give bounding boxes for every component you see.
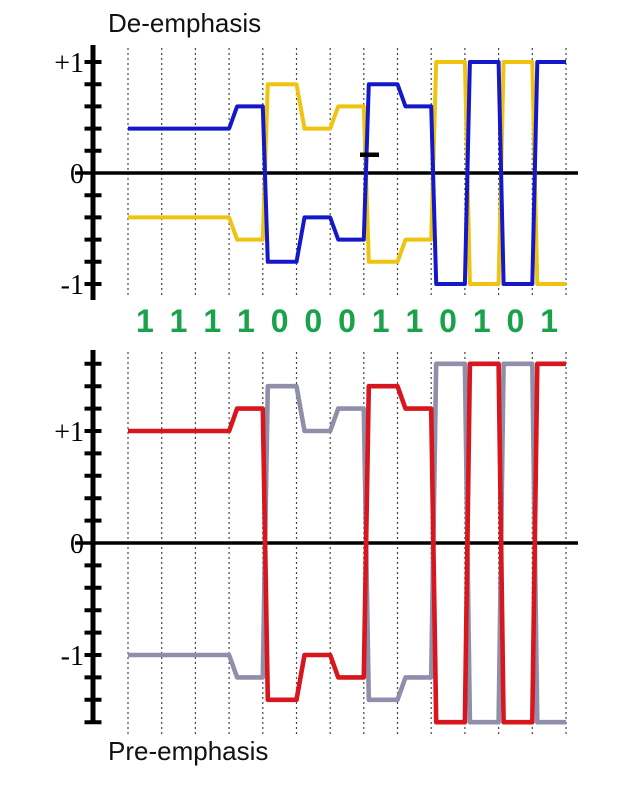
bit-label: 0: [506, 303, 525, 339]
bit-label: 0: [270, 303, 289, 339]
bit-label: 1: [371, 303, 390, 339]
y-axis-label: +1: [54, 48, 84, 79]
red-positive-leg-waveform: [128, 361, 566, 725]
bit-label: 1: [472, 303, 491, 339]
bit-label: 1: [540, 303, 558, 339]
pre-emphasis-chart: +1 0 -1: [54, 350, 578, 735]
y-axis-label: +1: [54, 417, 84, 448]
y-axis-label: -1: [61, 641, 84, 672]
stray-dash-mark: [360, 152, 379, 157]
y-axis-label: 0: [70, 159, 84, 190]
bit-label: 1: [135, 303, 154, 339]
bit-label: 1: [405, 303, 424, 339]
bit-label: 0: [304, 303, 323, 339]
bit-label: 1: [169, 303, 188, 339]
de-emphasis-chart: +1 0 -1: [54, 45, 578, 301]
y-axis-label: 0: [70, 529, 84, 560]
pre-emphasis-title: Pre-emphasis: [108, 736, 269, 766]
bit-label: 0: [338, 303, 356, 339]
y-axis-label: -1: [61, 270, 84, 301]
bit-label: 1: [203, 303, 222, 339]
blue-positive-leg-waveform: [128, 60, 566, 286]
bit-label: 0: [439, 303, 457, 339]
de-emphasis-title: De-emphasis: [108, 8, 262, 38]
bit-label: 1: [237, 303, 255, 339]
